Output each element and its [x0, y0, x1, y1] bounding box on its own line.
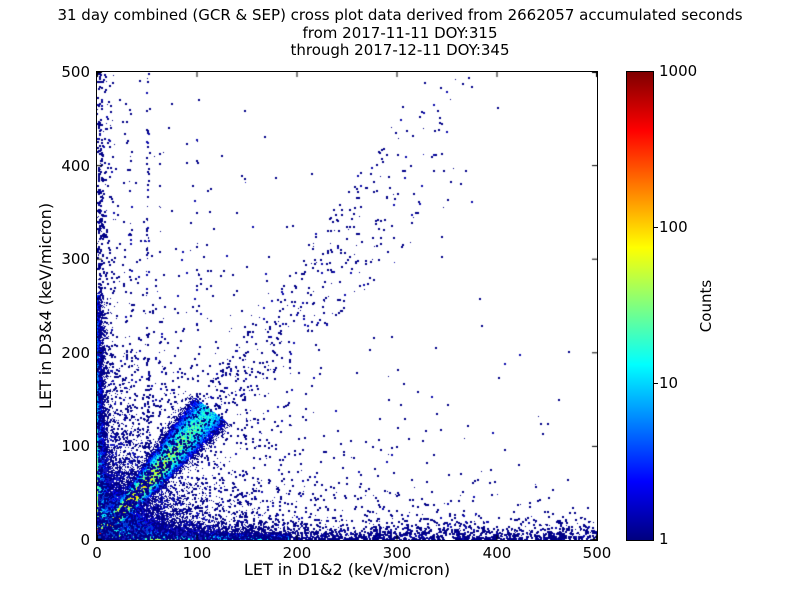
plot-frame	[96, 71, 598, 541]
colorbar-tick-label: 100	[659, 218, 688, 236]
y-tick-label: 400	[61, 156, 90, 175]
y-tick-label: 500	[61, 63, 90, 81]
colorbar-tick-mark	[653, 227, 658, 228]
colorbar	[626, 71, 654, 541]
colorbar-tick-label: 1	[659, 530, 669, 548]
x-tick-label: 400	[482, 544, 512, 562]
colorbar-gradient	[627, 72, 653, 540]
y-tick-label: 100	[61, 437, 90, 456]
colorbar-tick-label: 10	[659, 374, 679, 392]
x-tick-label: 500	[582, 544, 612, 562]
x-tick-label: 300	[382, 544, 412, 562]
chart-title: 31 day combined (GCR & SEP) cross plot d…	[0, 6, 800, 60]
colorbar-tick-label: 1000	[659, 62, 698, 80]
title-line-1: 31 day combined (GCR & SEP) cross plot d…	[57, 6, 743, 24]
x-tick-label: 100	[182, 544, 212, 562]
y-tick-label: 0	[80, 531, 90, 549]
title-line-2: from 2017-11-11 DOY:315	[302, 23, 498, 42]
y-tick-label: 200	[61, 343, 90, 362]
x-tick-label: 0	[92, 544, 102, 562]
x-axis-label: LET in D1&2 (keV/micron)	[243, 560, 451, 579]
colorbar-label: Counts	[697, 279, 715, 333]
y-tick-label: 300	[61, 250, 90, 269]
colorbar-tick-mark	[653, 383, 658, 384]
y-axis-label: LET in D3&4 (keV/micron)	[36, 202, 55, 410]
scatter-canvas	[97, 72, 597, 540]
x-tick-label: 200	[282, 544, 312, 562]
title-line-3: through 2017-12-11 DOY:345	[290, 41, 510, 59]
